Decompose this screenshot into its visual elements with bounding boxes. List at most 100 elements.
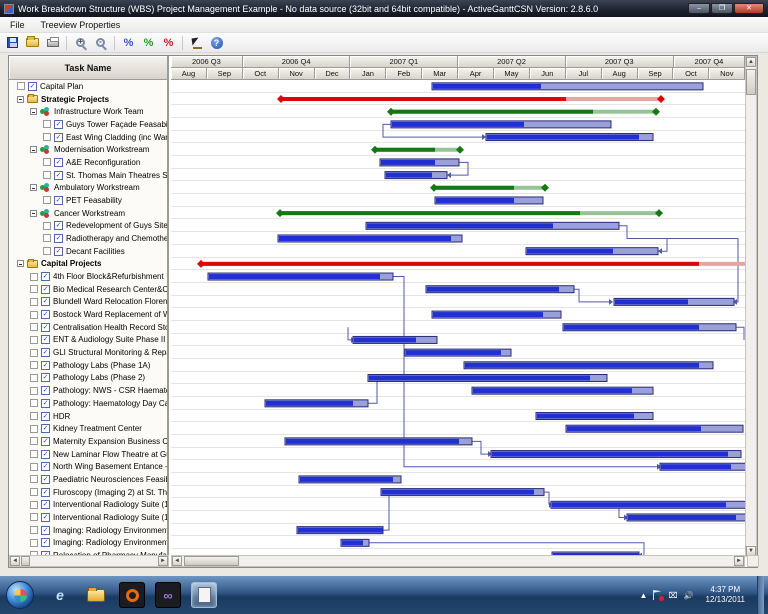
task-checkbox[interactable] <box>30 538 38 547</box>
task-checkbox[interactable] <box>30 450 38 459</box>
tree-row[interactable]: ✓ Guys Tower Façade Feasabilit <box>9 118 167 131</box>
chart-scroll-thumb[interactable] <box>184 556 239 566</box>
chart-scroll-left-button[interactable]: ◄ <box>172 556 182 566</box>
chart-properties-button[interactable] <box>188 35 205 51</box>
chart-scroll-right-button[interactable]: ► <box>734 556 744 566</box>
tree-row[interactable]: ✓ 4th Floor Block&Refurbishment <box>9 270 167 283</box>
task-checkbox[interactable] <box>30 412 38 420</box>
scroll-up-button[interactable]: ▲ <box>746 57 756 67</box>
gantt-bar[interactable] <box>659 462 745 471</box>
gantt-bar[interactable] <box>562 323 737 332</box>
gantt-bar[interactable] <box>404 348 512 357</box>
tree-row[interactable]: ✓ St. Thomas Main Theatres Stu <box>9 169 167 182</box>
gantt-bar[interactable] <box>535 412 654 421</box>
gantt-bar[interactable] <box>371 145 464 154</box>
tray-expand-arrow[interactable]: ▲ <box>639 590 648 600</box>
tree-row[interactable]: ✓ Capital Plan <box>9 80 167 93</box>
volume-icon[interactable]: 🔊 <box>683 590 694 600</box>
taskbar-explorer-button[interactable] <box>83 582 109 608</box>
tree-row[interactable]: ✓ A&E Reconfiguration <box>9 156 167 169</box>
percent-blue-button[interactable]: % <box>120 35 137 51</box>
gantt-bar[interactable] <box>431 310 562 319</box>
tree-scroll-right-button[interactable]: ► <box>158 556 168 566</box>
open-button[interactable] <box>24 35 41 51</box>
tree-row[interactable]: ✓ Maternity Expansion Business Ca <box>9 435 167 448</box>
task-checkbox[interactable] <box>30 513 38 522</box>
tree-row[interactable]: ✓ Imaging: Radiology Environment <box>9 536 167 549</box>
gantt-bar[interactable] <box>296 526 384 535</box>
task-checkbox[interactable] <box>30 551 38 557</box>
gantt-bar[interactable] <box>471 386 654 395</box>
task-checkbox[interactable] <box>30 348 38 357</box>
zoom-out-button[interactable]: - <box>92 35 109 51</box>
taskbar-media-app-button[interactable] <box>119 582 145 608</box>
gantt-bar[interactable] <box>434 196 544 205</box>
tree-row[interactable]: ✓ East Wing Cladding (inc Ward <box>9 131 167 144</box>
gantt-bar[interactable] <box>276 209 663 218</box>
tree-scroll-left-button[interactable]: ◄ <box>10 556 20 566</box>
gantt-bar[interactable] <box>626 513 745 522</box>
tree-row[interactable]: ✓ Pathology Labs (Phase 2) <box>9 372 167 385</box>
tree-row[interactable]: ✓ Fluroscopy (Imaging 2) at St. Tho <box>9 486 167 499</box>
task-checkbox[interactable] <box>43 133 51 142</box>
network-icon[interactable]: ⌧ <box>668 590 678 600</box>
help-button[interactable]: ? <box>208 35 225 51</box>
gantt-bar[interactable] <box>387 107 660 116</box>
task-checkbox[interactable] <box>30 335 38 344</box>
task-checkbox[interactable] <box>30 500 38 509</box>
maximize-button[interactable]: ❐ <box>711 3 733 14</box>
task-checkbox[interactable] <box>43 158 51 167</box>
gantt-bar[interactable] <box>197 259 745 268</box>
tree-row[interactable]: ✓ Radiotherapy and Chemothe <box>9 232 167 245</box>
tree-scroll-thumb[interactable] <box>21 556 30 566</box>
tree-row[interactable]: ✓ Bio Medical Research Center&CF <box>9 283 167 296</box>
task-checkbox[interactable] <box>30 475 38 484</box>
task-checkbox[interactable] <box>30 361 38 370</box>
gantt-bar[interactable] <box>463 361 714 370</box>
task-checkbox[interactable] <box>30 323 38 332</box>
tree-row[interactable]: ✓ New Laminar Flow Theatre at Guy <box>9 448 167 461</box>
gantt-bar[interactable] <box>298 475 402 484</box>
tree-row[interactable]: Strategic Projects <box>9 93 167 106</box>
save-button[interactable] <box>4 35 21 51</box>
task-checkbox[interactable] <box>30 424 38 433</box>
minimize-button[interactable]: – <box>688 3 710 14</box>
task-name-column-header[interactable]: Task Name <box>9 56 169 80</box>
gantt-bar[interactable] <box>379 158 460 167</box>
expander-icon[interactable] <box>30 146 37 154</box>
task-checkbox[interactable] <box>30 399 38 408</box>
gantt-bar[interactable] <box>284 437 473 446</box>
gantt-bar[interactable] <box>365 221 620 230</box>
task-checkbox[interactable] <box>43 234 51 243</box>
task-checkbox[interactable] <box>43 171 51 180</box>
print-button[interactable] <box>44 35 61 51</box>
gantt-bar[interactable] <box>485 133 654 142</box>
taskbar-visual-studio-button[interactable]: ∞ <box>155 582 181 608</box>
gantt-bar[interactable] <box>425 285 575 294</box>
tree-row[interactable]: ✓ Pathology: Haematology Day Ca <box>9 397 167 410</box>
task-checkbox[interactable] <box>30 297 38 306</box>
task-checkbox[interactable] <box>17 82 25 91</box>
task-checkbox[interactable] <box>43 247 51 256</box>
gantt-bar[interactable] <box>430 183 549 192</box>
tree-row[interactable]: ✓ HDR <box>9 410 167 423</box>
tree-row[interactable]: ✓ Centralisation Health Record Stor <box>9 321 167 334</box>
gantt-bar[interactable] <box>613 297 735 306</box>
gantt-bar[interactable] <box>277 95 665 104</box>
gantt-bar[interactable] <box>431 82 704 91</box>
gantt-bar[interactable] <box>367 373 608 382</box>
tree-row[interactable]: ✓ Paediatric Neurosciences Feasibi <box>9 473 167 486</box>
tree-row[interactable]: ✓ PET Feasability <box>9 194 167 207</box>
tree-row[interactable]: ✓ Interventional Radiology Suite (1 <box>9 511 167 524</box>
task-checkbox[interactable] <box>30 386 38 395</box>
tree-row[interactable]: ✓ Kidney Treatment Center <box>9 422 167 435</box>
vertical-scroll-thumb[interactable] <box>746 69 756 95</box>
tree-row[interactable]: ✓ North Wing Basement Entance - F <box>9 460 167 473</box>
gantt-bar[interactable] <box>550 500 745 509</box>
tree-row[interactable]: Cancer Workstream <box>9 207 167 220</box>
clock[interactable]: 4:37 PM 12/13/2011 <box>700 585 751 606</box>
task-checkbox[interactable] <box>43 196 51 205</box>
percent-green-button[interactable]: % <box>140 35 157 51</box>
expander-icon[interactable] <box>17 260 24 268</box>
gantt-bar[interactable] <box>264 399 369 408</box>
